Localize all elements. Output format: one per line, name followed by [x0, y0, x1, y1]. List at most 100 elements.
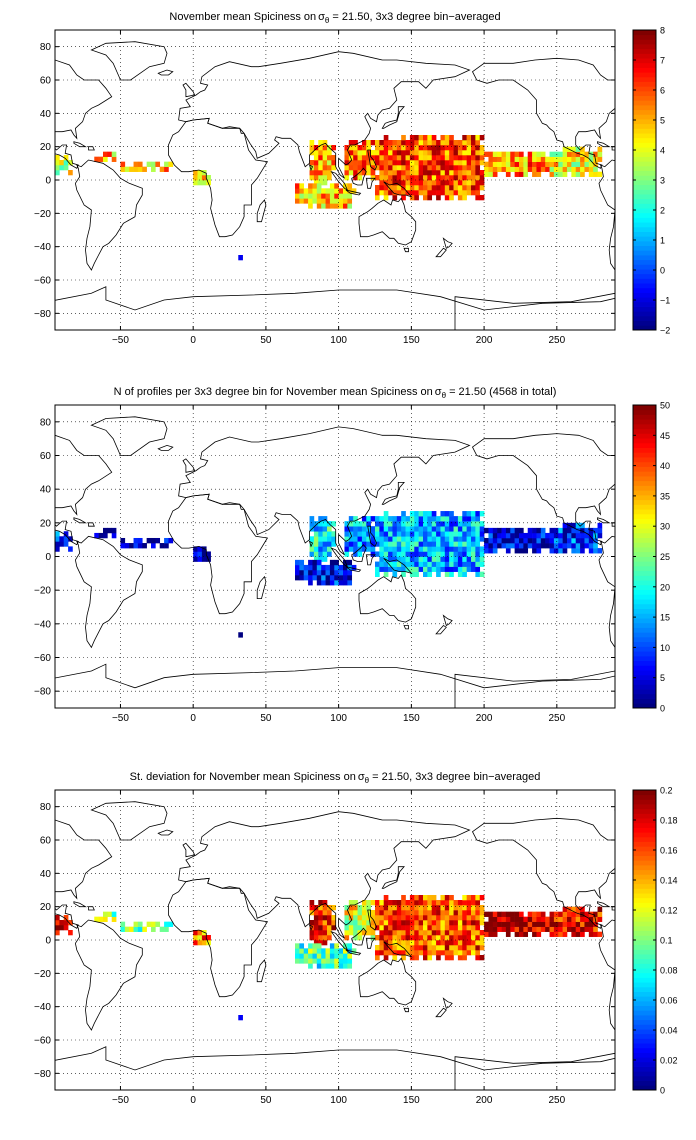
y-tick-label: 60	[40, 76, 52, 87]
data-bin	[466, 145, 472, 151]
data-bin	[299, 564, 305, 571]
coastline	[365, 554, 376, 566]
colorbar-segment	[633, 1010, 656, 1016]
data-bin	[133, 537, 139, 544]
data-bin	[436, 170, 441, 176]
colorbar-segment	[633, 679, 656, 685]
data-bin	[331, 536, 337, 542]
data-bin	[497, 151, 502, 157]
data-bin	[471, 170, 476, 176]
data-bin	[593, 166, 598, 172]
data-bin	[466, 516, 472, 522]
data-bin	[423, 571, 428, 577]
data-bin	[164, 537, 169, 544]
data-bin	[431, 915, 437, 921]
data-bin	[325, 948, 331, 954]
data-bin	[562, 171, 568, 177]
data-bin	[401, 546, 406, 552]
data-bin	[431, 905, 437, 911]
data-bin	[357, 160, 363, 166]
data-bin	[312, 958, 318, 964]
data-bin	[348, 160, 354, 166]
data-bin	[436, 556, 441, 562]
data-bin	[344, 915, 350, 921]
data-bin	[532, 171, 537, 177]
data-bin	[338, 203, 344, 209]
data-bin	[514, 161, 520, 167]
data-bin	[475, 541, 481, 547]
data-bin	[366, 150, 371, 156]
y-tick-label: 80	[40, 417, 52, 428]
data-bin	[392, 175, 398, 181]
data-bin	[444, 135, 450, 141]
data-bin	[322, 140, 328, 146]
data-bin	[453, 900, 459, 906]
y-tick-label: −80	[34, 687, 51, 698]
data-bin	[484, 931, 489, 937]
colorbar-segment	[633, 466, 656, 472]
data-bin	[347, 958, 353, 964]
data-bin	[357, 165, 363, 171]
x-tick-label: 50	[260, 1095, 272, 1106]
data-bin	[353, 145, 358, 151]
data-bin	[168, 921, 174, 927]
data-bin	[414, 930, 419, 936]
data-bin	[347, 569, 353, 576]
data-bin	[436, 140, 441, 146]
colorbar-tick-label: 0.08	[660, 966, 678, 976]
data-bin	[383, 566, 389, 572]
data-bin	[313, 170, 319, 176]
data-bin	[444, 521, 450, 527]
data-bin	[423, 910, 428, 916]
coastline	[178, 811, 471, 939]
data-bin	[129, 926, 134, 932]
data-bin	[479, 150, 485, 156]
data-bin	[238, 255, 243, 261]
data-bin	[466, 511, 472, 517]
data-bin	[414, 185, 419, 191]
data-bin	[466, 526, 472, 532]
data-bin	[501, 916, 507, 922]
data-bin	[409, 546, 415, 552]
data-bin	[449, 905, 454, 911]
data-bin	[440, 920, 446, 926]
data-bin	[580, 911, 585, 917]
data-bin	[409, 190, 415, 196]
data-bin	[444, 180, 450, 186]
data-bin	[444, 561, 450, 567]
data-bin	[146, 161, 152, 167]
data-bin	[151, 166, 156, 172]
data-bin	[316, 575, 322, 581]
data-bin	[462, 556, 467, 562]
chart-panel-2: N of profiles per 3x3 degree bin for Nov…	[34, 386, 670, 724]
data-bin	[457, 140, 463, 146]
data-bin	[475, 900, 481, 906]
data-bin	[409, 150, 415, 156]
data-bin	[466, 546, 472, 552]
data-bin	[401, 915, 406, 921]
data-bin	[107, 151, 113, 157]
data-bin	[471, 145, 476, 151]
data-bin	[55, 920, 60, 926]
data-bin	[379, 541, 385, 547]
data-bin	[553, 926, 559, 932]
colorbar-segment	[633, 1075, 656, 1082]
data-bin	[440, 556, 446, 562]
data-bin	[361, 140, 367, 146]
data-bin	[453, 155, 459, 161]
data-bin	[409, 556, 415, 562]
data-bin	[475, 940, 481, 946]
coastline	[358, 957, 417, 1006]
data-bin	[540, 921, 546, 927]
data-bin	[488, 171, 494, 177]
data-bin	[567, 537, 572, 544]
data-bin	[318, 915, 323, 921]
data-bin	[309, 920, 315, 926]
data-bin	[457, 546, 463, 552]
data-bin	[370, 900, 376, 906]
data-bin	[444, 516, 450, 522]
data-bin	[327, 925, 332, 931]
data-bin	[370, 536, 376, 542]
data-bin	[457, 155, 463, 161]
data-bin	[322, 516, 328, 522]
